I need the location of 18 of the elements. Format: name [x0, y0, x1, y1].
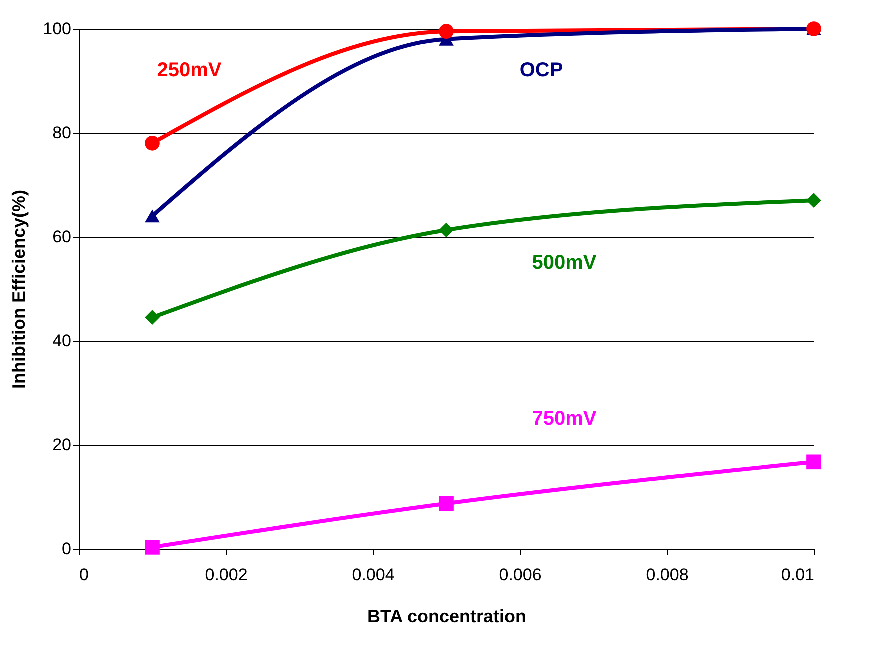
y-tick-label: 40	[52, 332, 72, 350]
x-tick-label: 0.008	[646, 566, 689, 584]
series-label: 250mV	[157, 60, 222, 82]
x-tick-label: 0.006	[499, 566, 542, 584]
x-tick-label: 0.002	[205, 566, 248, 584]
x-tick-label: 0.004	[352, 566, 395, 584]
y-tick-label: 100	[43, 20, 72, 38]
series-label: OCP	[520, 59, 564, 82]
y-tick-label: 80	[52, 124, 72, 142]
y-tick-label: 60	[52, 228, 72, 246]
series-label: 500mV	[532, 252, 598, 274]
x-axis-title: BTA concentration	[367, 606, 527, 626]
y-tick-label: 20	[52, 436, 72, 454]
text: 750mV	[532, 408, 598, 430]
y-axis-title: Inhibition Efficiency(%)	[9, 190, 30, 390]
y-tick-label: 0	[62, 540, 72, 558]
x-tick-label: 0.01	[781, 566, 814, 584]
x-tick-label: 0	[80, 566, 89, 584]
